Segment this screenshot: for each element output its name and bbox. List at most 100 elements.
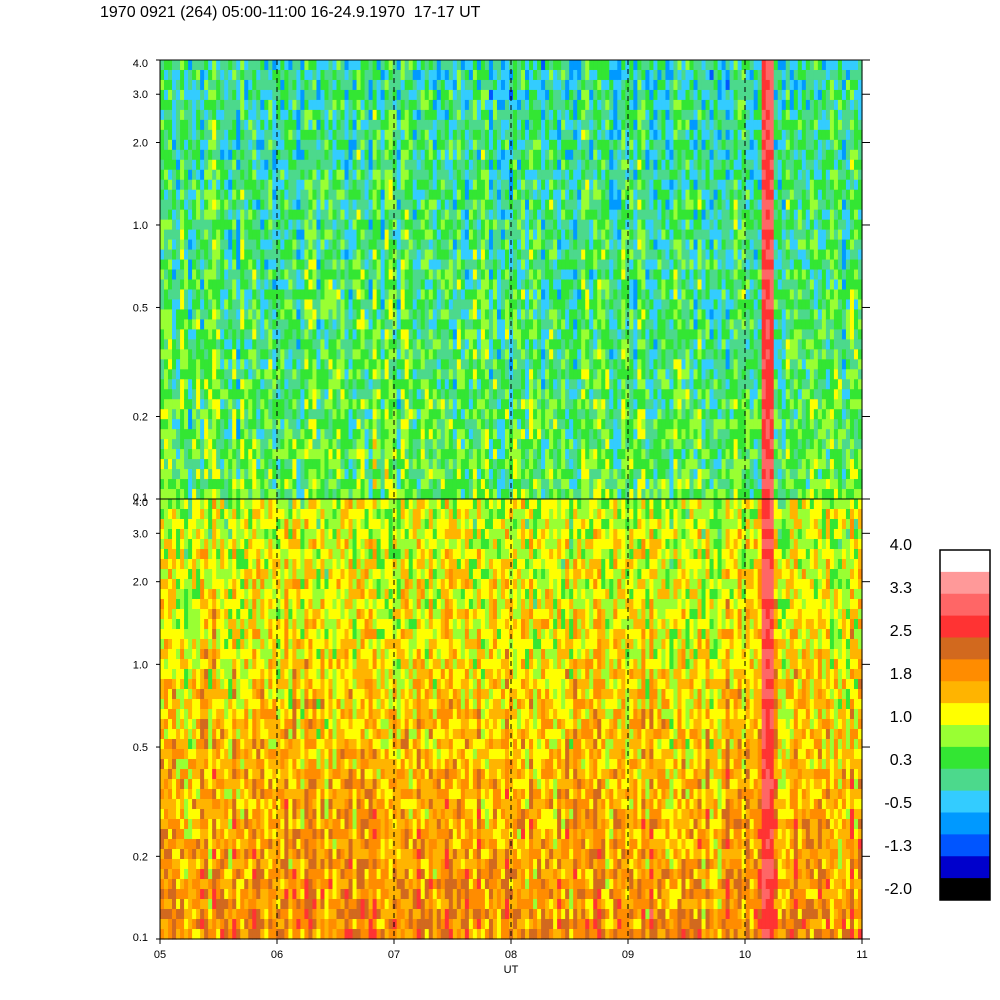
spectrogram-cell: [316, 369, 322, 380]
spectrogram-cell: [396, 119, 402, 131]
spectrogram-cell: [164, 439, 169, 450]
spectrogram-cell: [553, 439, 558, 450]
spectrogram-cell: [196, 489, 201, 500]
spectrogram-cell: [356, 119, 362, 131]
spectrogram-cell: [260, 459, 265, 470]
spectrogram-cell: [609, 399, 614, 410]
spectrogram-cell: [368, 199, 374, 211]
spectrogram-cell: [420, 279, 426, 291]
spectrogram-cell: [420, 99, 426, 111]
spectrogram-cell: [428, 299, 434, 311]
spectrogram-cell: [484, 89, 490, 101]
spectrogram-cell: [553, 359, 558, 370]
spectrogram-cell: [448, 219, 454, 231]
spectrogram-cell: [496, 459, 502, 470]
spectrogram-cell: [376, 259, 382, 271]
spectrogram-cell: [272, 419, 277, 430]
spectrogram-cell: [488, 149, 494, 161]
spectrogram-cell: [312, 279, 318, 291]
spectrogram-cell: [577, 319, 582, 330]
spectrogram-cell: [188, 389, 193, 400]
spectrogram-cell: [328, 469, 334, 480]
spectrogram-cell: [500, 429, 506, 440]
spectrogram-cell: [488, 309, 494, 321]
spectrogram-cell: [384, 209, 390, 221]
spectrogram-cell: [368, 109, 374, 121]
spectrogram-cell: [432, 149, 438, 161]
spectrogram-cell: [529, 399, 534, 410]
spectrogram-cell: [549, 319, 554, 330]
spectrogram-cell: [352, 289, 358, 301]
spectrogram-cell: [480, 60, 486, 71]
spectrogram-cell: [436, 239, 442, 251]
spectrogram-cell: [380, 489, 386, 500]
spectrogram-cell: [432, 239, 438, 251]
spectrogram-cell: [312, 69, 318, 81]
spectrogram-cell: [368, 129, 374, 141]
spectrogram-cell: [232, 329, 237, 340]
spectrogram-cell: [328, 359, 334, 370]
spectrogram-cell: [348, 269, 354, 281]
spectrogram-cell: [348, 279, 354, 291]
spectrogram-cell: [376, 439, 382, 450]
spectrogram-cell: [585, 399, 590, 410]
spectrogram-cell: [176, 279, 181, 291]
spectrogram-cell: [593, 299, 598, 311]
spectrogram-cell: [344, 79, 350, 91]
spectrogram-cell: [513, 469, 518, 480]
spectrogram-cell: [216, 69, 221, 81]
spectrogram-cell: [192, 159, 197, 171]
spectrogram-cell: [444, 159, 450, 171]
spectrogram-cell: [533, 299, 538, 311]
spectrogram-cell: [356, 289, 362, 301]
spectrogram-cell: [452, 419, 458, 430]
spectrogram-cell: [492, 449, 498, 460]
spectrogram-cell: [288, 219, 293, 231]
spectrogram-cell: [220, 139, 225, 151]
spectrogram-cell: [368, 349, 374, 360]
spectrogram-cell: [220, 79, 225, 91]
spectrogram-cell: [472, 419, 478, 430]
spectrogram-cell: [192, 69, 197, 81]
spectrogram-cell: [352, 429, 358, 440]
spectrogram-cell: [444, 429, 450, 440]
spectrogram-cell: [296, 289, 301, 301]
spectrogram-cell: [565, 139, 570, 151]
spectrogram-cell: [268, 119, 273, 131]
spectrogram-cell: [529, 199, 534, 211]
spectrogram-cell: [488, 219, 494, 231]
spectrogram-cell: [396, 229, 402, 241]
spectrogram-cell: [252, 379, 257, 390]
spectrogram-cell: [164, 269, 169, 281]
spectrogram-cell: [260, 219, 265, 231]
spectrogram-cell: [601, 209, 606, 221]
spectrogram-cell: [212, 199, 217, 211]
spectrogram-cell: [593, 319, 598, 330]
spectrogram-cell: [180, 289, 185, 301]
spectrogram-cell: [521, 399, 526, 410]
spectrogram-cell: [260, 289, 265, 301]
spectrogram-cell: [312, 299, 318, 311]
spectrogram-cell: [468, 449, 474, 460]
spectrogram-cell: [300, 459, 306, 470]
spectrogram-cell: [268, 69, 273, 81]
spectrogram-cell: [521, 60, 526, 71]
spectrogram-cell: [581, 249, 586, 261]
spectrogram-cell: [216, 479, 221, 490]
spectrogram-cell: [344, 319, 350, 330]
spectrogram-cell: [525, 109, 530, 121]
spectrogram-cell: [268, 319, 273, 330]
spectrogram-cell: [364, 429, 370, 440]
spectrogram-cell: [444, 199, 450, 211]
spectrogram-cell: [533, 489, 538, 500]
spectrogram-cell: [597, 99, 602, 111]
spectrogram-cell: [312, 259, 318, 271]
spectrogram-cell: [388, 389, 394, 400]
spectrogram-cell: [492, 289, 498, 301]
spectrogram-cell: [200, 379, 205, 390]
spectrogram-cell: [557, 239, 562, 251]
spectrogram-cell: [268, 89, 273, 101]
spectrogram-cell: [553, 339, 558, 350]
spectrogram-cell: [304, 159, 310, 171]
spectrogram-cell: [252, 259, 257, 271]
